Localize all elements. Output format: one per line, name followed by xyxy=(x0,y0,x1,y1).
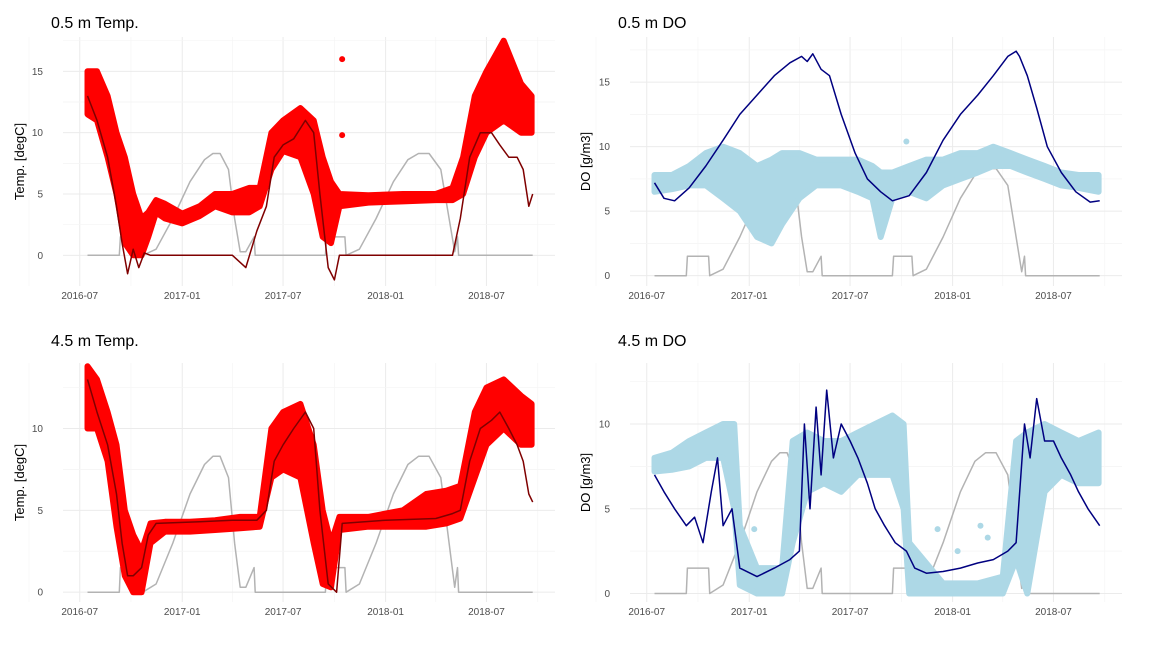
y-tick-label: 5 xyxy=(37,506,43,517)
y-tick-label: 0 xyxy=(37,588,43,599)
y-tick-label: 0 xyxy=(604,271,610,282)
y-tick-label: 5 xyxy=(604,504,610,515)
y-axis-title: Temp. [degC] xyxy=(12,444,27,521)
plot-area xyxy=(651,50,1102,277)
y-tick-label: 10 xyxy=(599,420,611,431)
data-point xyxy=(934,526,941,533)
y-tick-label: 5 xyxy=(604,207,610,218)
plot-area xyxy=(84,363,535,596)
x-tick-label: 2018-07 xyxy=(468,607,505,618)
panel-title: 4.5 m DO xyxy=(618,333,686,350)
x-tick-label: 2018-07 xyxy=(1035,607,1072,618)
series-line-11 xyxy=(87,152,533,257)
x-tick-label: 2017-07 xyxy=(265,291,302,302)
x-tick-label: 2017-01 xyxy=(731,291,768,302)
panel-title: 4.5 m Temp. xyxy=(51,333,139,350)
x-axis: 2016-07 2017-01 2017-07 2018-01 2018-07 xyxy=(628,291,1072,302)
y-axis: 0 5 10 xyxy=(599,420,611,601)
y-axis: 0 5 10 15 xyxy=(599,78,611,283)
series-line-11 xyxy=(87,455,533,593)
x-tick-label: 2018-01 xyxy=(934,607,971,618)
x-tick-label: 2016-07 xyxy=(61,607,98,618)
series-line-1 xyxy=(86,379,534,593)
data-point xyxy=(792,495,799,502)
y-axis-title: DO [g/m3] xyxy=(578,132,593,191)
x-tick-label: 2017-07 xyxy=(265,607,302,618)
y-tick-label: 15 xyxy=(32,67,44,78)
chart-panel-4: 0 5 10 2016-07 2017-01 2017-07 2018-01 2018-07 4… xyxy=(578,333,1122,618)
chart-panel-2: 0 5 10 15 2016-07 2017-01 2017-07 2018-01 2018-0… xyxy=(578,15,1122,302)
data-point xyxy=(954,548,961,555)
data-point xyxy=(984,534,991,541)
x-tick-label: 2018-01 xyxy=(367,607,404,618)
x-axis: 2016-07 2017-01 2017-07 2018-01 2018-07 xyxy=(61,607,505,618)
series-line-11 xyxy=(654,452,1100,595)
series-line-1 xyxy=(653,50,1100,203)
series-line-1 xyxy=(653,389,1101,578)
data-point xyxy=(977,522,984,529)
data-point xyxy=(339,132,346,139)
panel-title: 0.5 m Temp. xyxy=(51,15,139,32)
chart-panel-3: 0 5 10 2016-07 2017-01 2017-07 2018-01 2018-07 4… xyxy=(12,333,555,618)
x-tick-label: 2017-07 xyxy=(832,291,869,302)
x-tick-label: 2016-07 xyxy=(61,291,98,302)
point-cloud xyxy=(84,363,535,596)
y-tick-label: 0 xyxy=(604,589,610,600)
x-tick-label: 2016-07 xyxy=(628,291,665,302)
y-tick-label: 0 xyxy=(37,251,43,262)
y-tick-label: 10 xyxy=(32,424,44,435)
x-tick-label: 2018-07 xyxy=(1035,291,1072,302)
x-tick-label: 2018-07 xyxy=(468,291,505,302)
y-axis: 0 5 10 xyxy=(32,424,44,599)
series-line-11 xyxy=(654,167,1100,277)
x-axis: 2016-07 2017-01 2017-07 2018-01 2018-07 xyxy=(61,291,505,302)
y-tick-label: 10 xyxy=(599,142,611,153)
x-tick-label: 2017-01 xyxy=(164,291,201,302)
x-tick-label: 2018-01 xyxy=(367,291,404,302)
y-tick-label: 5 xyxy=(37,190,43,201)
chart-panel-1: 0 5 10 15 2016-07 2017-01 2017-07 2018-01 2018-0… xyxy=(12,15,555,302)
y-tick-label: 15 xyxy=(599,78,611,89)
y-tick-label: 10 xyxy=(32,128,44,139)
plot-area xyxy=(84,37,535,281)
x-tick-label: 2017-01 xyxy=(731,607,768,618)
x-axis: 2016-07 2017-01 2017-07 2018-01 2018-07 xyxy=(628,607,1072,618)
series-line-1 xyxy=(86,95,534,281)
point-cloud xyxy=(651,143,1102,247)
plot-area xyxy=(651,389,1102,597)
x-tick-label: 2016-07 xyxy=(628,607,665,618)
y-axis-title: DO [g/m3] xyxy=(578,453,593,512)
point-cloud xyxy=(651,412,1102,597)
panel-title: 0.5 m DO xyxy=(618,15,686,32)
data-point xyxy=(339,56,346,63)
x-tick-label: 2018-01 xyxy=(934,291,971,302)
point-cloud xyxy=(84,37,535,259)
data-point xyxy=(751,526,758,533)
y-axis-title: Temp. [degC] xyxy=(12,123,27,200)
x-tick-label: 2017-01 xyxy=(164,607,201,618)
y-axis: 0 5 10 15 xyxy=(32,67,44,262)
data-point xyxy=(903,138,910,145)
x-tick-label: 2017-07 xyxy=(832,607,869,618)
